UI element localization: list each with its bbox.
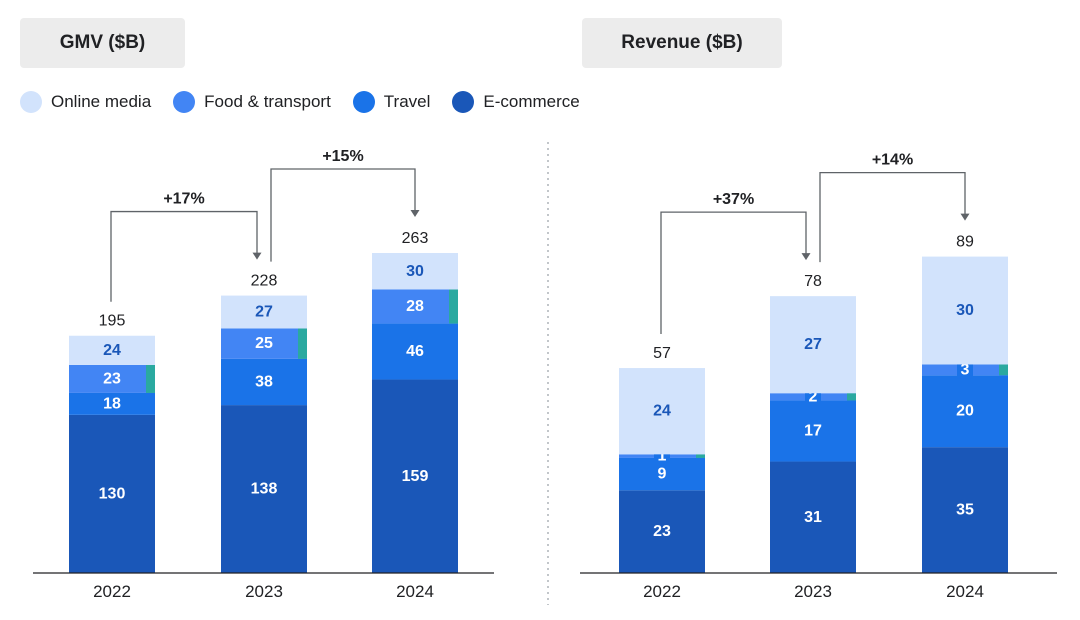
revenue-value-2023-online-media: 27 bbox=[804, 336, 822, 353]
gmv-bar-2022-food-transport bbox=[69, 364, 155, 393]
revenue-value-2023-food-transport: 2 bbox=[809, 388, 818, 405]
revenue-bar-2024-online-media bbox=[922, 256, 1008, 365]
gmv-bar-2022-online-media bbox=[69, 335, 155, 365]
gmv-value-2022-travel: 18 bbox=[103, 395, 121, 412]
gmv-growth-arrow-0 bbox=[110, 210, 258, 302]
revenue-bar-accent-2022 bbox=[696, 454, 705, 458]
revenue-value-2023-travel: 17 bbox=[804, 422, 822, 439]
revenue-tick-2023: 2023 bbox=[794, 582, 832, 601]
legend-swatch-food-transport bbox=[173, 91, 196, 113]
legend-label-online-media: Online media bbox=[51, 92, 152, 111]
gmv-tick-2023: 2023 bbox=[245, 582, 283, 601]
gmv-bar-2024-online-media bbox=[372, 253, 458, 290]
gmv-bar-2023-online-media bbox=[221, 295, 307, 329]
gmv-total-2022: 195 bbox=[99, 313, 126, 330]
revenue-bar-2022-e-commerce bbox=[619, 490, 705, 573]
gmv-bar-2024-e-commerce bbox=[372, 379, 458, 573]
revenue-value-2024-online-media: 30 bbox=[956, 302, 974, 319]
revenue-bar-2022-online-media bbox=[619, 368, 705, 455]
gmv-growth-arrowhead-0 bbox=[252, 252, 262, 260]
gmv-bar-2023-travel bbox=[221, 358, 307, 406]
revenue-value-2024-e-commerce: 35 bbox=[956, 502, 974, 519]
revenue-bar-2023-travel bbox=[770, 400, 856, 462]
gmv-total-2023: 228 bbox=[251, 273, 278, 290]
gmv-chart-title: GMV ($B) bbox=[20, 18, 185, 68]
revenue-total-2023: 78 bbox=[804, 273, 822, 290]
revenue-bar-2024-travel bbox=[922, 375, 1008, 448]
revenue-value-2022-online-media: 24 bbox=[653, 403, 671, 420]
revenue-total-2022: 57 bbox=[653, 345, 671, 362]
revenue-growth-arrowhead-0 bbox=[801, 253, 811, 261]
gmv-growth-label-1: +15% bbox=[322, 148, 363, 165]
legend-label-ecommerce: E-commerce bbox=[483, 92, 580, 111]
gmv-growth-arrowhead-1 bbox=[410, 210, 420, 217]
gmv-bar-accent-2023 bbox=[298, 328, 307, 359]
revenue-value-2022-food-transport: 1 bbox=[658, 448, 667, 465]
gmv-tick-2024: 2024 bbox=[396, 582, 434, 601]
gmv-bar-accent-2024 bbox=[449, 289, 458, 324]
gmv-tick-2022: 2022 bbox=[93, 582, 131, 601]
gmv-value-2024-food-transport: 28 bbox=[406, 298, 424, 315]
revenue-value-2023-e-commerce: 31 bbox=[804, 509, 822, 526]
legend-swatch-travel bbox=[352, 91, 375, 113]
revenue-chart-title: Revenue ($B) bbox=[582, 18, 782, 68]
chart-legend: Online media Food & transport Travel E-c… bbox=[20, 88, 602, 116]
gmv-bar-2024-travel bbox=[372, 323, 458, 380]
gmv-bar-2022-travel bbox=[69, 392, 155, 415]
revenue-bar-2024-e-commerce bbox=[922, 447, 1008, 573]
legend-item-online-media: Online media bbox=[20, 91, 151, 113]
revenue-value-2024-food-transport: 3 bbox=[961, 361, 970, 378]
revenue-value-2024-travel: 20 bbox=[956, 403, 974, 420]
revenue-tick-2022: 2022 bbox=[643, 582, 681, 601]
revenue-tick-2024: 2024 bbox=[946, 582, 984, 601]
gmv-bar-2024-food-transport bbox=[372, 289, 458, 324]
gmv-value-2023-online-media: 27 bbox=[255, 304, 273, 321]
gmv-value-2022-food-transport: 23 bbox=[103, 370, 121, 387]
legend-label-travel: Travel bbox=[383, 92, 431, 111]
legend-item-ecommerce: E-commerce bbox=[452, 91, 580, 113]
gmv-value-2024-e-commerce: 159 bbox=[402, 468, 429, 485]
legend-label-food-transport: Food & transport bbox=[204, 92, 331, 111]
gmv-value-2024-travel: 46 bbox=[406, 343, 424, 360]
revenue-growth-label-1: +14% bbox=[872, 152, 913, 169]
gmv-value-2022-online-media: 24 bbox=[103, 342, 121, 359]
gmv-total-2024: 263 bbox=[402, 230, 429, 247]
gmv-value-2023-travel: 38 bbox=[255, 373, 273, 390]
revenue-bar-2023-online-media bbox=[770, 296, 856, 394]
revenue-growth-arrowhead-1 bbox=[960, 213, 970, 221]
revenue-value-badge-2024-food-transport bbox=[957, 360, 973, 379]
legend-swatch-online-media bbox=[20, 91, 42, 113]
legend-swatch-ecommerce bbox=[452, 91, 475, 113]
gmv-bar-2023-food-transport bbox=[221, 328, 307, 359]
legend-item-travel: Travel bbox=[352, 91, 431, 113]
gmv-growth-label-0: +17% bbox=[163, 191, 204, 208]
revenue-total-2024: 89 bbox=[956, 234, 974, 251]
gmv-value-2023-e-commerce: 138 bbox=[251, 481, 278, 498]
revenue-bar-accent-2024 bbox=[999, 364, 1008, 376]
revenue-value-2022-e-commerce: 23 bbox=[653, 523, 671, 540]
gmv-bar-2023-e-commerce bbox=[221, 405, 307, 573]
gmv-bar-2022-e-commerce bbox=[69, 414, 155, 573]
gmv-value-2022-e-commerce: 130 bbox=[99, 485, 126, 502]
gmv-value-2023-food-transport: 25 bbox=[255, 335, 273, 352]
revenue-bar-2023-e-commerce bbox=[770, 461, 856, 573]
revenue-growth-label-0: +37% bbox=[713, 191, 754, 208]
legend-item-food-transport: Food & transport bbox=[173, 91, 331, 113]
revenue-value-2022-travel: 9 bbox=[658, 466, 667, 483]
gmv-value-2024-online-media: 30 bbox=[406, 263, 424, 280]
gmv-growth-arrow-1 bbox=[270, 168, 416, 262]
gmv-bar-accent-2022 bbox=[146, 364, 155, 393]
revenue-growth-arrow-1 bbox=[819, 171, 966, 263]
revenue-bar-accent-2023 bbox=[847, 393, 856, 401]
revenue-growth-arrow-0 bbox=[660, 211, 807, 335]
